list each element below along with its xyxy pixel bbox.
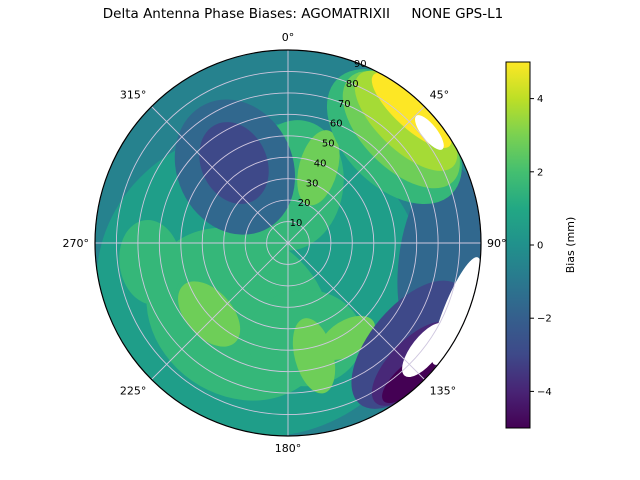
radial-tick-label: 70 (338, 99, 351, 110)
grid-spoke (151, 242, 289, 380)
radial-tick-label: 10 (290, 218, 303, 229)
azimuth-label: 180° (275, 442, 302, 455)
radial-tick-label: 20 (298, 198, 311, 209)
azimuth-label: 225° (120, 385, 147, 398)
contour-region (297, 130, 340, 206)
colorbar-tick-label: 0 (537, 241, 543, 252)
colorbar-tick-label: 2 (537, 167, 543, 178)
azimuth-label: 315° (120, 88, 147, 101)
radial-tick-label: 50 (322, 139, 335, 150)
radial-tick-label: 90 (354, 59, 367, 70)
colorbar-tick-label: −4 (537, 387, 552, 398)
grid-spoke (287, 242, 425, 380)
radial-tick-label: 60 (330, 119, 343, 130)
azimuth-label: 90° (487, 237, 507, 250)
azimuth-label: 135° (430, 385, 457, 398)
colorbar-tick-label: −2 (537, 314, 552, 325)
colorbar-axis-label: Bias (mm) (564, 217, 577, 274)
polar-grid (94, 49, 482, 437)
contour-region (415, 115, 444, 150)
radial-tick-label: 30 (306, 178, 319, 189)
contour-region (402, 322, 448, 378)
colorbar-tick-label: 4 (537, 94, 543, 105)
chart-title: Delta Antenna Phase Biases: AGOMATRIXII … (102, 6, 504, 22)
azimuth-label: 0° (282, 31, 295, 44)
plot-boundary (94, 49, 482, 437)
grid-spoke (151, 106, 289, 244)
azimuth-label: 270° (63, 237, 90, 250)
grid-spoke (287, 106, 425, 244)
radial-tick-label: 40 (314, 159, 327, 170)
colorbar (505, 61, 531, 429)
azimuth-label: 45° (430, 88, 450, 101)
radial-tick-label: 80 (346, 79, 359, 90)
